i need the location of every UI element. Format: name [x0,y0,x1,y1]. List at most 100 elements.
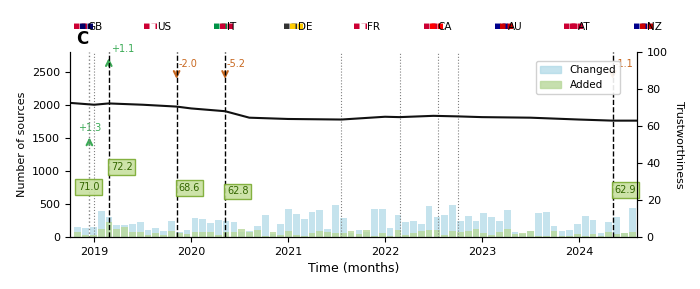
Text: +1.3: +1.3 [78,123,101,133]
Bar [239,229,245,237]
Bar [527,231,534,237]
Bar [106,222,112,237]
Bar [98,211,104,237]
Bar [230,222,237,237]
Bar [410,234,417,237]
Bar [113,229,120,237]
Bar [535,214,542,237]
Bar [473,221,480,237]
Bar [402,235,409,237]
Bar [309,212,316,237]
Bar [106,217,112,237]
Bar [332,234,339,237]
Text: ▪▪: ▪▪ [79,21,94,31]
Bar [277,235,284,237]
Bar [293,236,300,237]
Bar [590,220,596,237]
Bar [348,233,354,237]
Bar [386,228,393,237]
Bar [582,236,589,237]
Text: US: US [158,22,172,32]
Bar [230,231,237,237]
Text: GB: GB [88,22,103,32]
Bar [621,233,628,237]
Bar [574,224,581,237]
Bar [559,231,565,237]
Bar [371,236,378,237]
Text: ▪▪: ▪▪ [499,21,514,31]
Bar [395,230,401,237]
Bar [504,210,510,237]
Bar [215,235,222,237]
Bar [246,232,253,237]
Bar [543,236,550,237]
Bar [183,234,190,237]
Bar [433,230,440,237]
Bar [348,231,354,237]
Bar [176,232,183,237]
Text: ▪▪: ▪▪ [564,21,578,31]
Bar [598,236,604,237]
Text: ▪▪: ▪▪ [149,21,164,31]
Bar [254,226,260,237]
Text: ▪▪: ▪▪ [289,21,304,31]
Bar [574,234,581,237]
Bar [223,221,230,237]
Bar [457,221,463,237]
Bar [582,216,589,237]
Bar [246,231,253,237]
Text: ▪▪: ▪▪ [354,21,368,31]
Bar [90,235,97,237]
Bar [285,231,292,237]
Bar [168,221,175,237]
Text: 72.2: 72.2 [111,162,132,173]
Bar [356,234,362,237]
Bar [418,224,425,237]
X-axis label: Time (months): Time (months) [308,262,399,275]
Bar [371,210,378,237]
Bar [543,212,550,237]
Bar [121,225,128,237]
Bar [113,225,120,237]
Bar [449,205,456,237]
Text: DE: DE [298,22,312,32]
Bar [519,234,526,237]
Bar [356,230,362,237]
Bar [613,234,620,237]
Bar [566,236,573,237]
Bar [598,233,604,237]
Bar [160,231,167,237]
Bar [301,219,307,237]
Bar [309,233,316,237]
Bar [379,233,386,237]
Bar [629,208,636,237]
Bar [473,229,480,237]
Bar [153,228,159,237]
Bar [465,231,472,237]
Bar [207,223,214,237]
Bar [207,232,214,237]
Bar [340,233,346,237]
Bar [215,220,222,237]
Y-axis label: Trustworthiness: Trustworthiness [674,101,685,188]
Bar [418,231,425,237]
Text: 62.9: 62.9 [615,185,636,194]
Bar [613,217,620,237]
Text: ▪▪: ▪▪ [214,21,228,31]
Bar [512,234,519,237]
Bar [629,232,636,237]
Bar [121,227,128,237]
Bar [402,223,409,237]
Bar [129,232,136,237]
Bar [442,236,448,237]
Bar [395,215,401,237]
Bar [82,228,89,237]
Text: -5.2: -5.2 [227,59,246,68]
Bar [340,218,346,237]
Bar [527,231,534,237]
Bar [535,236,542,237]
Text: 71.0: 71.0 [78,182,99,192]
Bar [489,216,495,237]
Bar [465,216,472,237]
Text: -2.0: -2.0 [178,59,197,68]
